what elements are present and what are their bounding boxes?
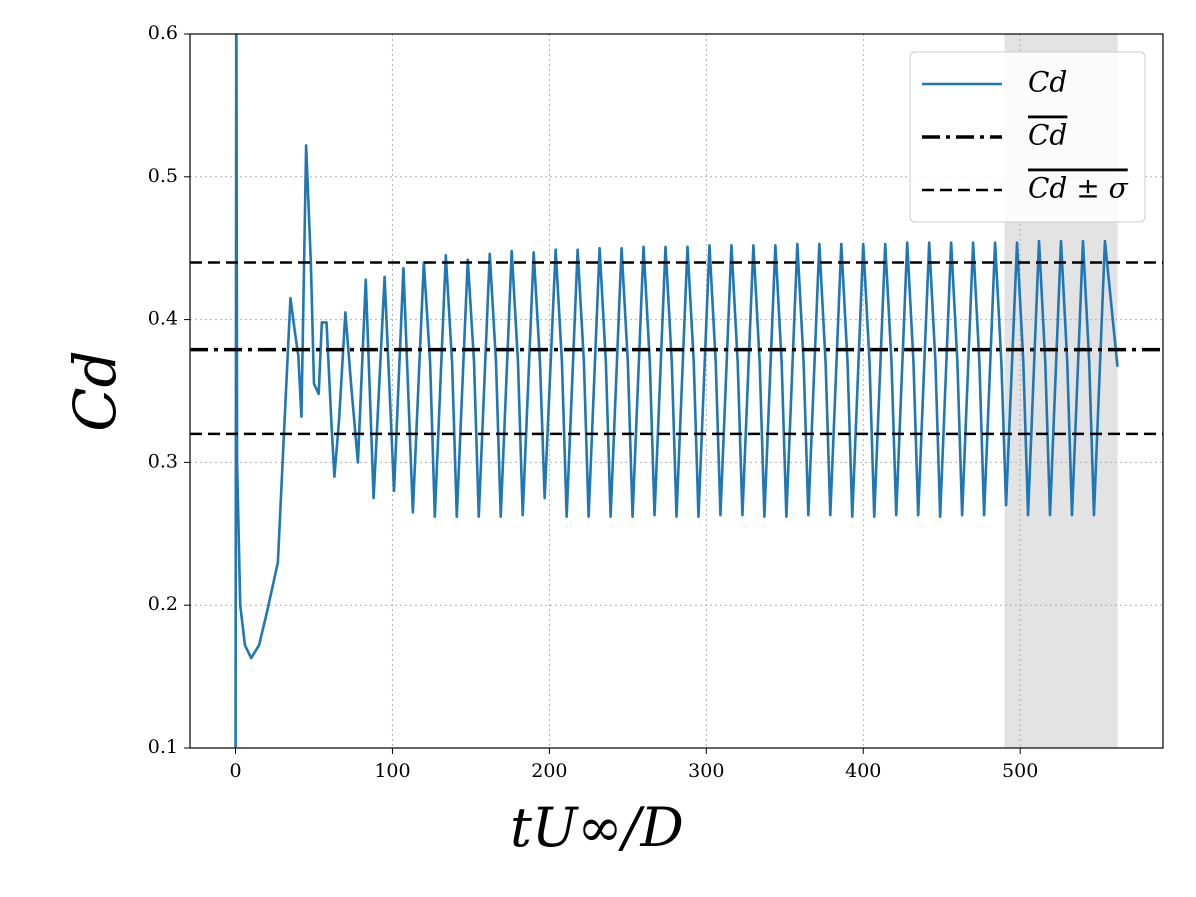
x-axis-label: tU∞/D (510, 796, 684, 859)
x-tick-label: 200 (531, 760, 567, 782)
y-tick-label: 0.2 (148, 593, 178, 615)
plot-area (190, 34, 1163, 748)
x-tick-label: 400 (845, 760, 881, 782)
y-axis-label: Cd (61, 350, 129, 432)
legend-label: Cd (1028, 66, 1067, 99)
y-tick-label: 0.3 (148, 450, 178, 472)
y-tick-label: 0.4 (148, 308, 178, 330)
plot-frame (189, 33, 1164, 749)
data-line (234, 34, 1119, 748)
legend-label: Cd ± σ (1028, 172, 1129, 205)
y-tick-label: 0.6 (148, 22, 178, 44)
y-tick-label: 0.1 (148, 736, 178, 758)
legend-label: Cd (1028, 119, 1067, 152)
x-tick-label: 100 (374, 760, 410, 782)
x-tick-label: 0 (229, 760, 241, 782)
x-tick-label: 300 (688, 760, 724, 782)
x-tick-label: 500 (1002, 760, 1038, 782)
y-tick-label: 0.5 (148, 165, 178, 187)
legend-box (909, 51, 1146, 223)
